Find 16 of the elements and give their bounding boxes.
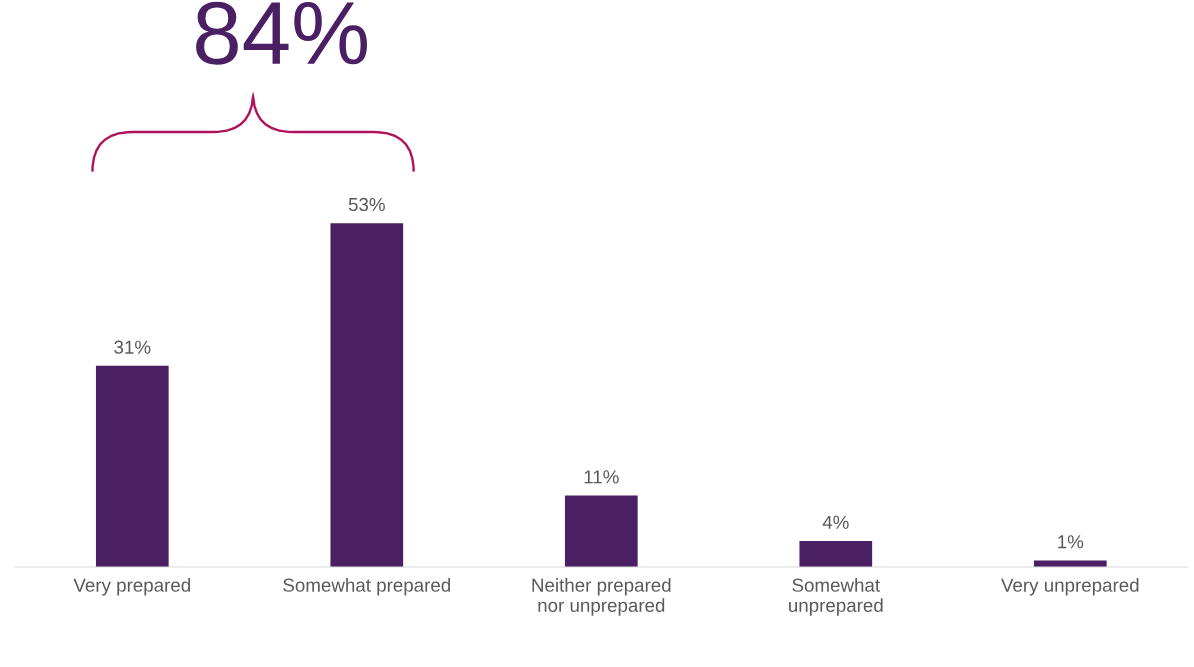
bar <box>799 541 873 567</box>
bar <box>1033 560 1107 567</box>
x-tick-label: Very unprepared <box>1001 578 1139 596</box>
x-tick-label: Somewhat prepared <box>283 578 451 596</box>
text: 84% <box>196 1 367 65</box>
bar <box>330 223 404 567</box>
bar <box>564 495 638 567</box>
data-label: 11% <box>584 470 619 484</box>
data-label: 53% <box>348 197 385 212</box>
x-tick-label: Very prepared <box>73 578 190 596</box>
bar <box>95 365 169 567</box>
data-label: 31% <box>114 340 151 354</box>
data-label: 4% <box>822 515 849 529</box>
x-tick-label: Somewhat unprepared <box>789 578 883 616</box>
data-label: 1% <box>1058 535 1084 549</box>
x-tick-label: Neither prepared nor unprepared <box>532 578 671 616</box>
